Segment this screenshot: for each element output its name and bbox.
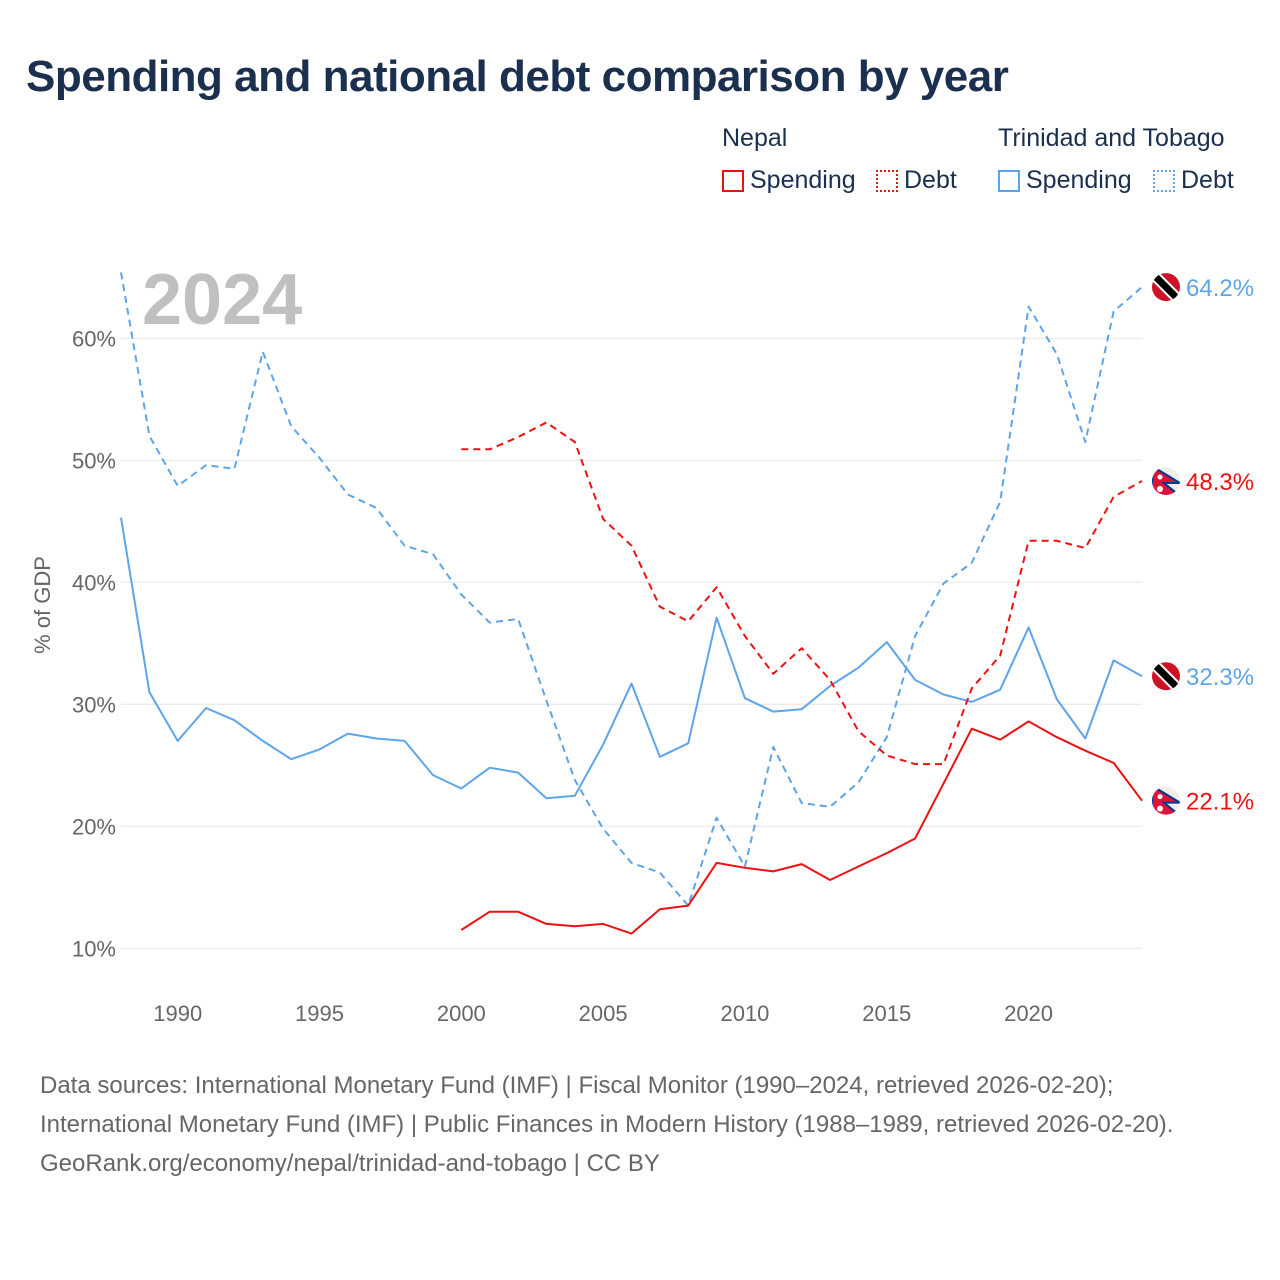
y-tick-label: 40% (72, 570, 116, 595)
dotted-swatch-icon (1153, 169, 1175, 192)
legend-label: Spending (1026, 166, 1132, 194)
x-tick-label: 2000 (437, 1001, 486, 1026)
flag-body (1152, 273, 1180, 302)
y-axis-label: % of GDP (30, 556, 55, 654)
legend-label: Spending (750, 166, 856, 194)
series-line-nepal-spending (460, 720, 1143, 935)
flag-moon (1157, 474, 1163, 480)
x-tick-label: 2015 (862, 1001, 911, 1026)
data-sources: Data sources: International Monetary Fun… (40, 1072, 1174, 1138)
nepal-flag-icon (1152, 467, 1180, 496)
footer: Data sources: International Monetary Fun… (40, 1066, 1240, 1183)
y-tick-label: 20% (72, 814, 116, 839)
y-tick-label: 30% (72, 692, 116, 717)
x-tick-label: 2010 (720, 1001, 769, 1026)
line-chart: 10% 20% 30% 40% 50% 60% 1990 1995 2000 2005 2010 20… (30, 260, 1254, 1026)
nepal-flag-icon (1152, 786, 1180, 815)
y-tick-label: 60% (72, 326, 116, 351)
year-label: 2024 (142, 260, 302, 340)
end-value-label: 22.1% (1186, 789, 1254, 816)
x-tick-label: 1990 (153, 1001, 202, 1026)
trinidad-flag-icon (1152, 273, 1180, 302)
flag-black (1152, 662, 1180, 691)
flag-body (1152, 662, 1180, 691)
solid-swatch-icon (998, 169, 1020, 192)
legend-label: Debt (1181, 166, 1234, 194)
trinidad-flag-icon (1152, 662, 1180, 691)
legend-nepal-debt[interactable]: Debt (876, 166, 957, 195)
end-value-label: 32.3% (1186, 664, 1254, 691)
flag-sun (1157, 805, 1163, 812)
chart-title: Spending and national debt comparison by… (26, 52, 1009, 101)
x-tick-label: 2020 (1004, 1001, 1053, 1026)
flag-body (1152, 786, 1180, 815)
solid-swatch-icon (722, 169, 744, 192)
series-line-trinidad-and-tobago-spending (120, 517, 1143, 800)
legend-group-nepal: Nepal (722, 124, 788, 152)
y-tick-label: 50% (72, 448, 116, 473)
y-tick-label: 10% (72, 936, 116, 961)
source-link[interactable]: GeoRank.org/economy/nepal/trinidad-and-t… (40, 1150, 660, 1177)
legend-nepal-spending[interactable]: Spending (722, 166, 856, 195)
legend-group-tt: Trinidad and Tobago (998, 124, 1225, 152)
flag-body (1152, 467, 1180, 496)
dotted-swatch-icon (876, 169, 898, 192)
end-value-label: 48.3% (1186, 469, 1254, 496)
legend-tt-debt[interactable]: Debt (1153, 166, 1234, 195)
legend-label: Debt (904, 166, 957, 194)
legend-tt-spending[interactable]: Spending (998, 166, 1132, 195)
flag-black (1152, 273, 1180, 302)
x-tick-label: 1995 (295, 1001, 344, 1026)
series-line-nepal-debt (461, 421, 1143, 766)
flag-moon (1157, 794, 1163, 800)
series-line-trinidad-and-tobago-debt (120, 272, 1143, 907)
flag-sun (1157, 486, 1163, 493)
end-value-label: 64.2% (1186, 275, 1254, 302)
x-tick-label: 2005 (579, 1001, 628, 1026)
